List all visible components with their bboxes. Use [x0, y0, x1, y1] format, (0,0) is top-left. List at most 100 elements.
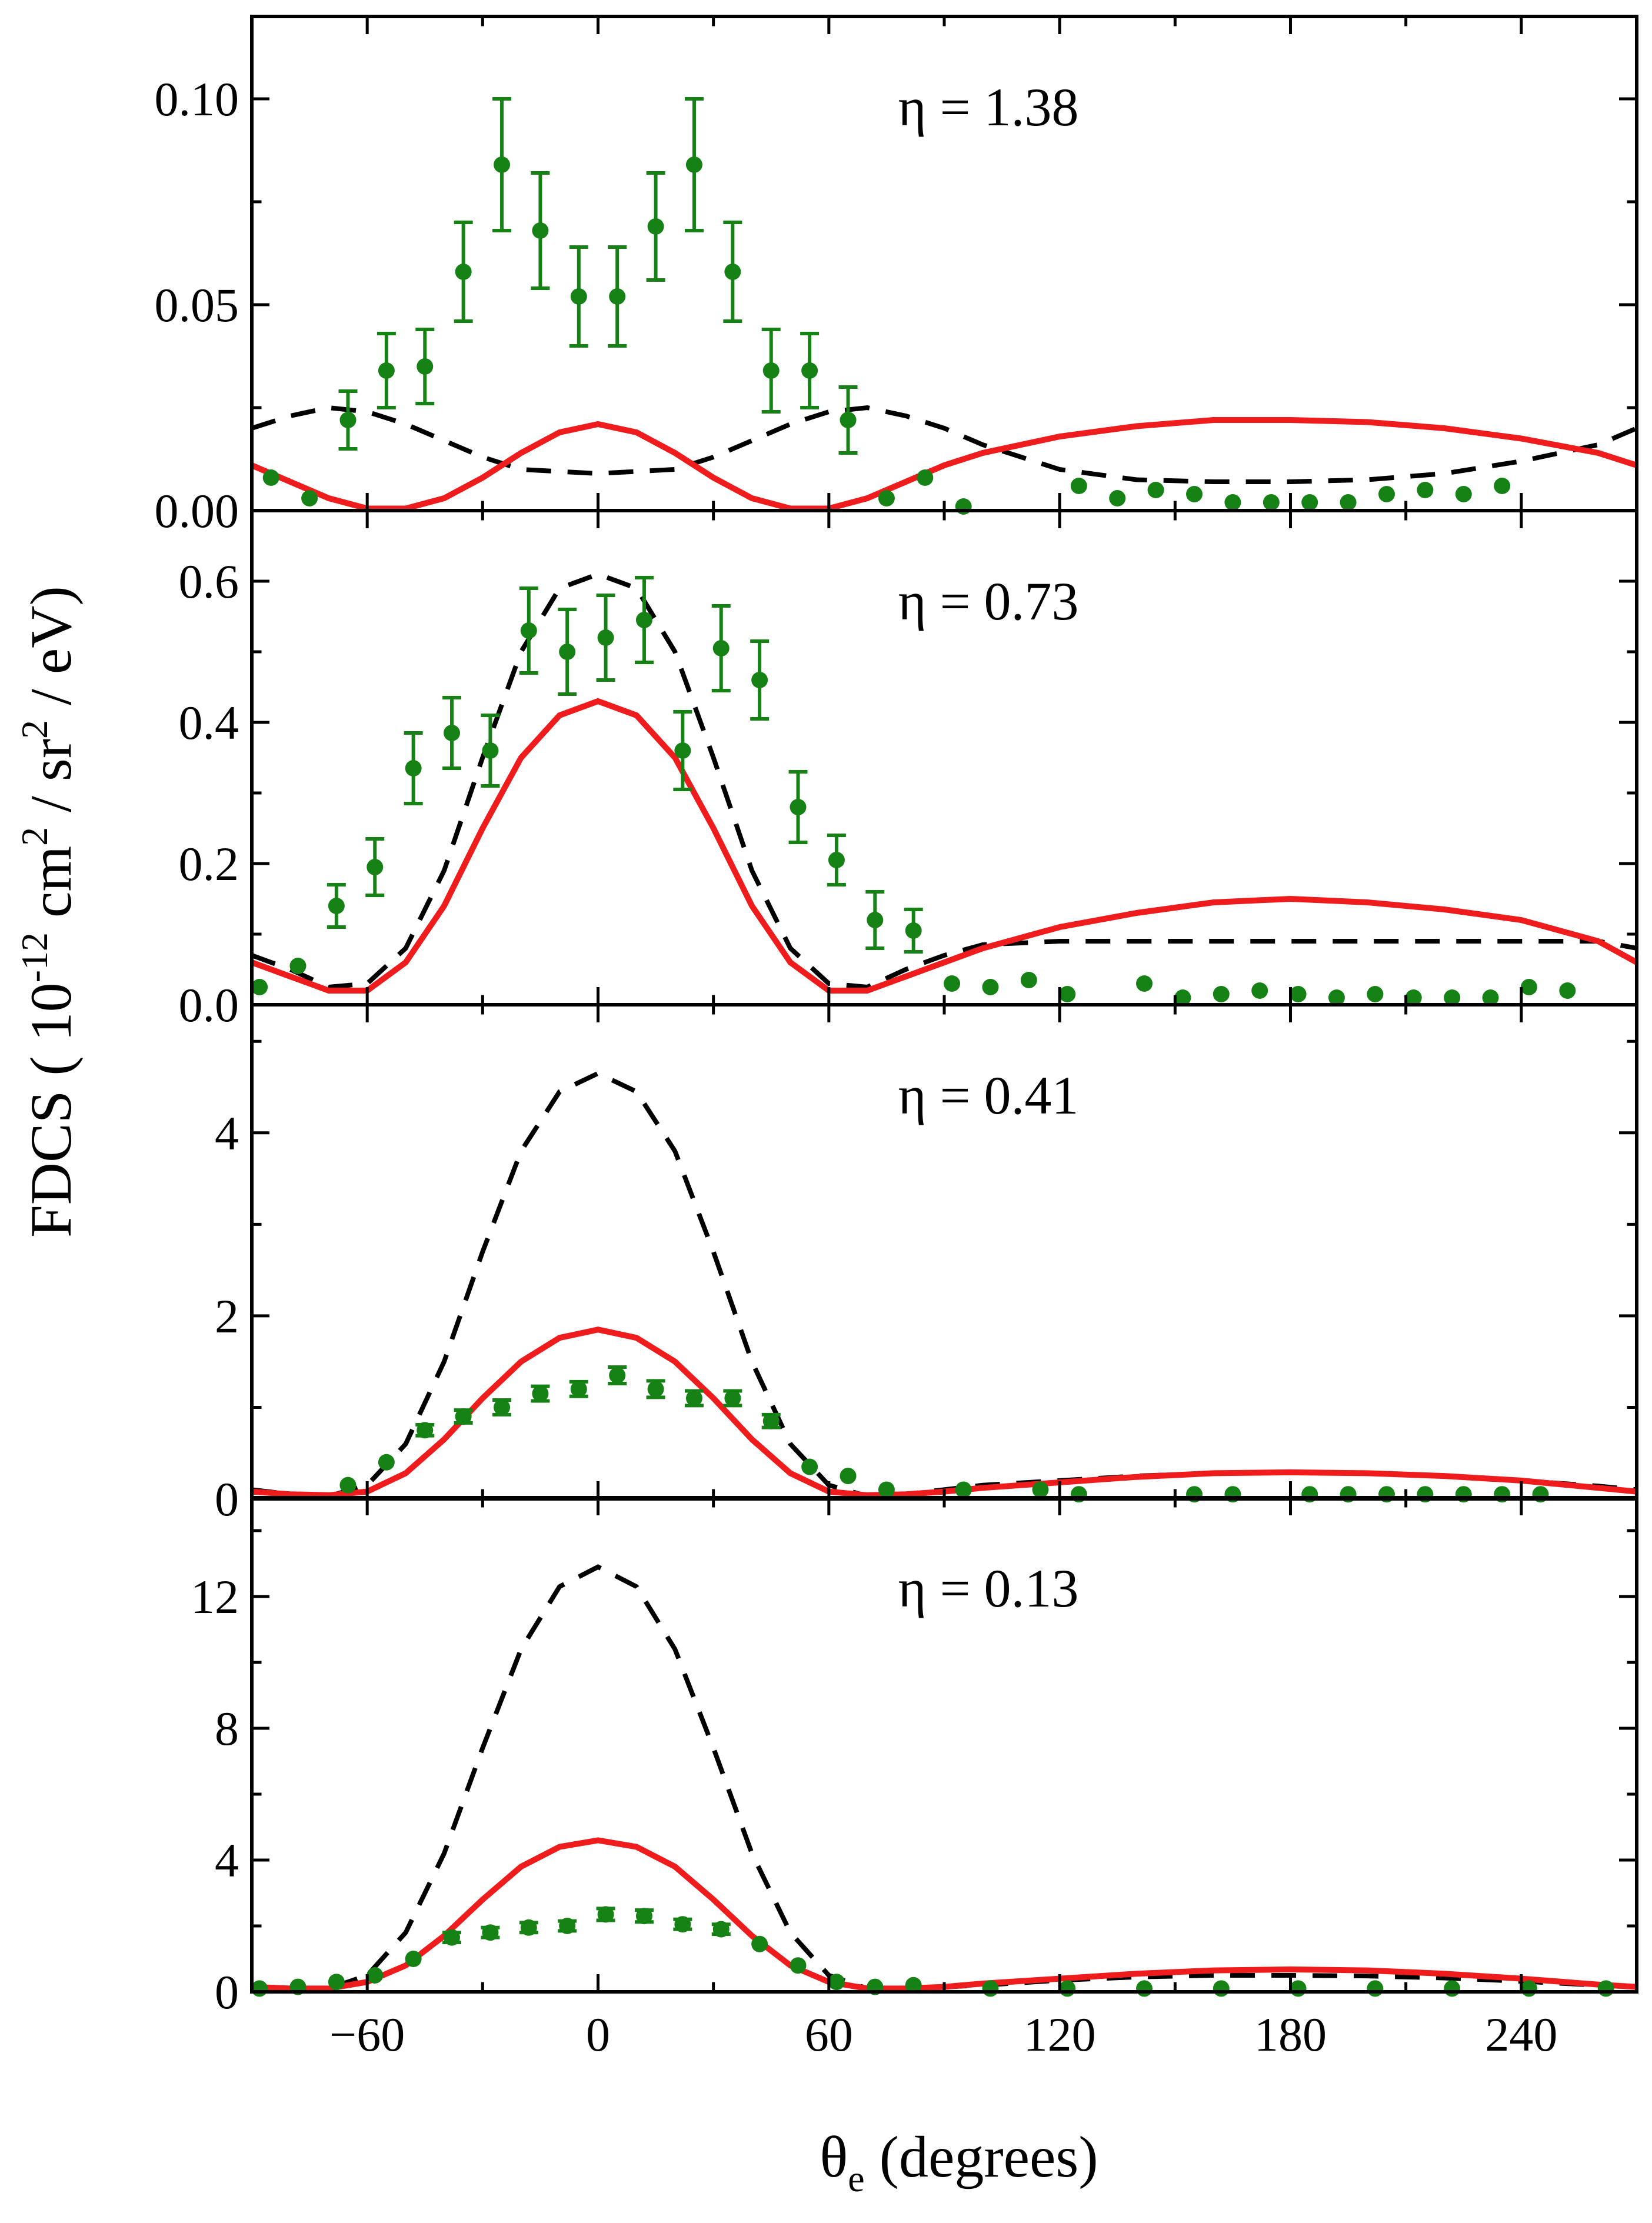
- data-point: [328, 1974, 345, 1991]
- data-point: [1174, 989, 1191, 1006]
- data-point: [982, 979, 999, 995]
- data-point: [724, 264, 741, 280]
- panels-group: 0.00 0.05 0.10 η = 1.38 0.0 0.2 0.4 0.6 η = 0.73…: [155, 15, 1638, 2061]
- data-point: [955, 1481, 972, 1498]
- theory-solid-curve: [252, 417, 1637, 511]
- eta-label: η = 0.41: [898, 1065, 1079, 1125]
- data-point: [1367, 986, 1384, 1002]
- data-point: [1059, 1980, 1076, 1997]
- data-point: [635, 1908, 652, 1925]
- data-point: [801, 362, 818, 379]
- data-point: [1213, 986, 1230, 1002]
- data-point: [1147, 482, 1164, 498]
- x-tick-label: 0: [586, 2008, 610, 2061]
- y-tick-label: 0.4: [179, 696, 239, 749]
- data-point: [1301, 494, 1318, 511]
- panel-1: 0.00 0.05 0.10 η = 1.38: [155, 15, 1638, 538]
- data-point: [482, 742, 499, 759]
- data-point: [1109, 490, 1126, 506]
- data-point: [367, 1967, 384, 1984]
- data-point: [1224, 494, 1241, 511]
- data-point: [559, 1918, 576, 1934]
- y-tick-label: 4: [215, 1834, 239, 1887]
- y-tick-label: 0.2: [179, 837, 239, 891]
- data-point: [840, 412, 857, 428]
- data-point: [944, 975, 961, 992]
- data-point: [1482, 989, 1499, 1006]
- theory-dashed-curve: [252, 1071, 1637, 1499]
- data-point: [1444, 989, 1461, 1006]
- data-point: [1405, 989, 1422, 1006]
- data-point: [494, 156, 511, 173]
- x-tick-label: 180: [1254, 2008, 1327, 2061]
- data-point: [444, 725, 461, 741]
- data-point: [751, 1935, 768, 1952]
- data-point: [482, 1924, 499, 1941]
- data-point: [762, 1412, 780, 1429]
- data-point: [685, 1389, 702, 1407]
- y-tick-label: 4: [215, 1106, 239, 1160]
- x-tick-label: −60: [329, 2008, 405, 2061]
- x-axis-title: θe (degrees): [820, 2124, 1098, 2199]
- data-point: [712, 1921, 730, 1938]
- y-tick-label: 0.6: [179, 555, 239, 608]
- data-point: [1251, 982, 1268, 999]
- data-point: [405, 1951, 422, 1967]
- data-point: [1559, 982, 1576, 999]
- x-tick-label: 120: [1024, 2008, 1096, 2061]
- data-point: [878, 1481, 895, 1498]
- data-point: [417, 1422, 434, 1439]
- y-tick-label: 0.0: [179, 978, 239, 1032]
- y-tick-label: 0: [215, 1965, 239, 2019]
- eta-label: η = 0.13: [898, 1558, 1079, 1618]
- data-point: [378, 362, 395, 379]
- data-point: [532, 222, 549, 239]
- data-point: [905, 922, 922, 939]
- data-point: [559, 644, 576, 660]
- data-point: [674, 742, 691, 759]
- data-point: [1020, 972, 1037, 988]
- eta-label: η = 1.38: [898, 77, 1079, 137]
- data-point: [570, 288, 587, 305]
- y-tick-label: 2: [215, 1289, 239, 1343]
- data-point: [405, 760, 422, 776]
- theory-dashed-curve: [252, 571, 1637, 990]
- theory-solid-curve: [252, 1837, 1637, 1992]
- data-point: [751, 672, 768, 688]
- data-point: [1032, 1481, 1049, 1498]
- data-point: [1136, 1980, 1153, 1997]
- data-point: [289, 958, 307, 974]
- panel-4: 0 4 8 12 η = 0.13 −60 0 60 120 180 240: [191, 1496, 1638, 2061]
- data-point: [301, 490, 318, 506]
- data-point: [1059, 986, 1076, 1002]
- data-point: [905, 1977, 922, 1994]
- data-point: [339, 1477, 357, 1494]
- theory-dashed-curve: [252, 405, 1637, 484]
- data-point: [251, 1980, 268, 1997]
- data-point: [520, 622, 537, 639]
- data-point: [828, 1974, 845, 1991]
- data-point: [840, 1468, 857, 1485]
- data-point: [339, 412, 357, 428]
- data-point: [1290, 986, 1307, 1002]
- data-point: [251, 979, 268, 995]
- data-point: [685, 156, 702, 173]
- data-point: [1520, 1980, 1537, 1997]
- y-tick-label: 0: [215, 1472, 239, 1526]
- data-point: [878, 490, 895, 506]
- data-point: [1290, 1980, 1307, 1997]
- data-point: [712, 640, 730, 656]
- data-point: [570, 1381, 587, 1398]
- data-point: [455, 1408, 472, 1425]
- data-point: [1520, 979, 1537, 995]
- y-tick-label: 8: [215, 1702, 239, 1755]
- data-point: [1378, 486, 1395, 502]
- panel-2: 0.0 0.2 0.4 0.6 η = 0.73: [179, 509, 1638, 1032]
- data-point: [455, 264, 472, 280]
- panel-3: 0 2 4 η = 0.41: [215, 1003, 1638, 1526]
- data-point: [1263, 494, 1280, 511]
- theory-solid-curve: [252, 698, 1637, 994]
- data-point: [828, 852, 845, 868]
- data-point: [1494, 478, 1511, 494]
